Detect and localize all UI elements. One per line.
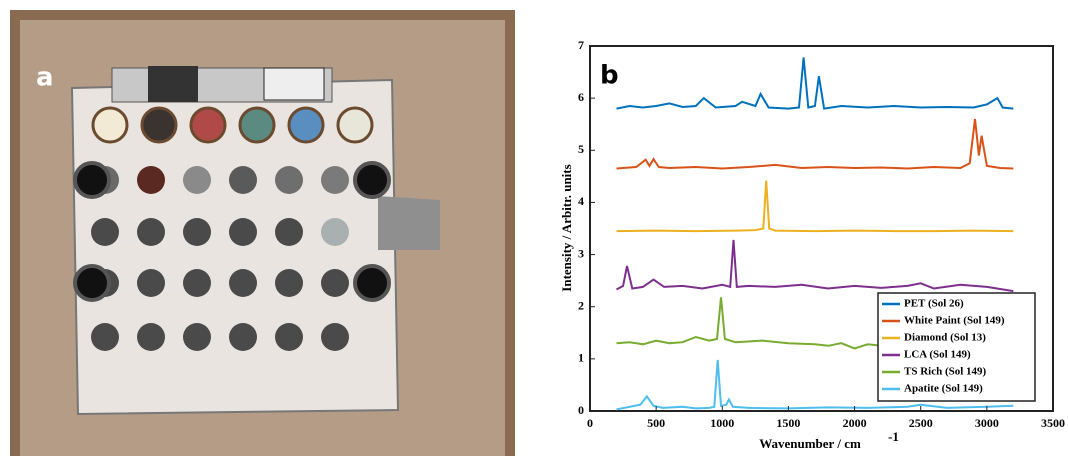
color-spot [140, 106, 178, 144]
spectrum-line [616, 239, 1014, 293]
legend-label: Diamond (Sol 13) [904, 332, 986, 344]
x-axis-label: Wavenumber / cm [759, 436, 861, 451]
panel-label: b [600, 61, 619, 91]
spectrum-line [616, 180, 1014, 233]
magnet [148, 66, 198, 102]
legend-label: TS Rich (Sol 149) [904, 366, 987, 378]
grey-spot [137, 166, 165, 194]
y-tick-label: 5 [578, 142, 584, 156]
grey-spot [275, 269, 303, 297]
y-tick-label: 1 [578, 351, 584, 365]
legend-label: PET (Sol 26) [904, 298, 964, 310]
screw [353, 264, 391, 302]
screw [73, 264, 111, 302]
y-tick-label: 7 [578, 38, 584, 52]
grey-spot [321, 269, 349, 297]
grey-spot [229, 323, 257, 351]
x-axis-label-superscript: -1 [888, 429, 899, 444]
grey-spot [229, 166, 257, 194]
spectrum-line [616, 118, 1014, 170]
bracket [378, 196, 440, 250]
spectrum-line [616, 359, 1014, 411]
legend-label: LCA (Sol 149) [904, 349, 971, 361]
y-tick-label: 6 [578, 90, 584, 104]
screw [353, 161, 391, 199]
panel-label: a [36, 63, 54, 93]
grey-spot [275, 218, 303, 246]
grey-spot [137, 218, 165, 246]
grey-spot [137, 269, 165, 297]
y-tick-label: 2 [578, 298, 584, 312]
x-tick-label: 2000 [843, 416, 867, 430]
grey-spot [229, 269, 257, 297]
y-tick-label: 0 [578, 403, 584, 417]
color-spot [238, 106, 276, 144]
x-tick-label: 2500 [909, 416, 933, 430]
grey-spot [321, 218, 349, 246]
legend-box [877, 292, 1036, 402]
x-tick-label: 1000 [710, 416, 734, 430]
grey-spot [275, 166, 303, 194]
grey-spot [183, 323, 211, 351]
y-tick-label: 4 [578, 194, 584, 208]
y-axis-label: Intensity / Arbitr. units [559, 164, 574, 291]
grey-spot [183, 166, 211, 194]
color-spot [287, 106, 325, 144]
grey-spot [137, 323, 165, 351]
color-spot [91, 106, 129, 144]
y-tick-label: 3 [578, 246, 584, 260]
spots [73, 106, 391, 351]
grey-spot [321, 166, 349, 194]
photo: a [10, 10, 515, 456]
grey-spot [229, 218, 257, 246]
x-tick-label: 3000 [975, 416, 999, 430]
grey-spot [183, 269, 211, 297]
color-spot [189, 106, 227, 144]
target-pattern [263, 67, 325, 101]
grey-spot [91, 218, 119, 246]
grey-spot [91, 323, 119, 351]
legend-label: White Paint (Sol 149) [904, 315, 1005, 327]
x-tick-label: 1500 [776, 416, 800, 430]
x-tick-label: 3500 [1041, 416, 1065, 430]
screw [73, 161, 111, 199]
x-tick-label: 500 [647, 416, 665, 430]
grey-spot [183, 218, 211, 246]
grey-spot [321, 323, 349, 351]
spectrum-line [616, 57, 1014, 110]
color-spot [336, 106, 374, 144]
grey-spot [275, 323, 303, 351]
x-tick-label: 0 [587, 416, 593, 430]
legend-label: Apatite (Sol 149) [904, 383, 983, 395]
